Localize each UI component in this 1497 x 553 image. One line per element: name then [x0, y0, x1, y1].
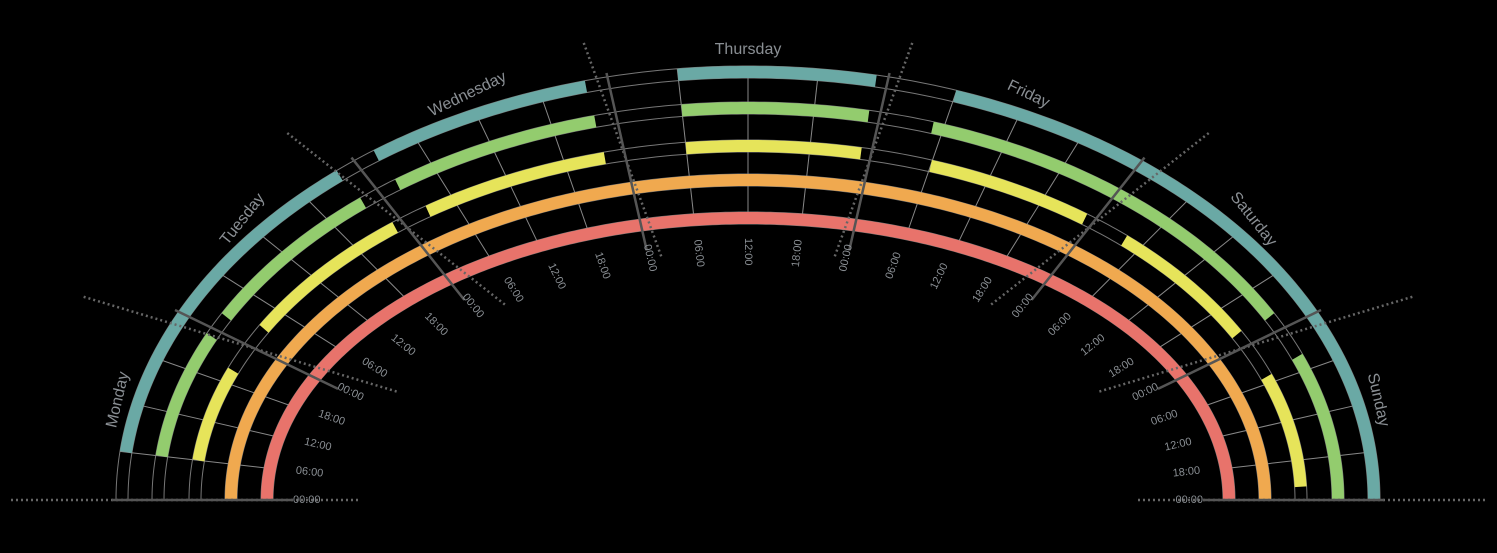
x-tick-label: 12:00 — [742, 238, 754, 266]
day-boundary-solid — [174, 308, 339, 391]
day-boundary-solid — [605, 72, 648, 251]
x-tick-label: 12:00 — [928, 261, 951, 291]
segment — [261, 211, 1235, 501]
x-tick-label: 06:00 — [883, 251, 903, 281]
segment — [120, 170, 343, 454]
day-boundary-solid — [848, 72, 891, 251]
grid-line — [904, 90, 958, 240]
x-tick-label: 18:00 — [790, 239, 805, 268]
segment — [677, 65, 877, 87]
x-tick-label: 06:00 — [501, 275, 526, 305]
x-tick-label: 12:00 — [1163, 436, 1193, 454]
x-tick-label: 18:00 — [422, 310, 450, 338]
segment — [929, 160, 1088, 225]
segment — [373, 80, 588, 161]
x-tick-label: 00:00 — [335, 381, 365, 404]
x-tick-label: 18:00 — [1172, 465, 1201, 480]
x-tick-label: 18:00 — [592, 251, 612, 281]
day-boundary-solid — [350, 156, 466, 301]
x-tick-label: 18:00 — [970, 275, 995, 305]
x-tick-label: 00:00 — [460, 291, 487, 320]
x-tick-label: 06:00 — [295, 465, 324, 480]
x-tick-label: 06:00 — [360, 355, 390, 380]
segment — [259, 222, 399, 333]
x-tick-label: 06:00 — [1149, 408, 1179, 428]
x-tick-label: 00:00 — [293, 494, 321, 506]
segment — [395, 115, 597, 190]
x-tick-label: 12:00 — [1078, 332, 1107, 359]
segment — [685, 139, 862, 160]
segment — [1121, 235, 1242, 339]
x-tick-label: 06:00 — [1046, 310, 1074, 338]
x-tick-label: 00:00 — [641, 243, 659, 273]
segment — [953, 90, 1380, 501]
x-tick-label: 12:00 — [303, 436, 333, 454]
x-tick-label: 18:00 — [1107, 355, 1137, 380]
segment — [225, 173, 1271, 501]
x-tick-label: 00:00 — [1175, 494, 1203, 506]
x-tick-label: 18:00 — [317, 408, 347, 428]
day-boundary — [990, 131, 1211, 306]
day-boundary — [582, 41, 663, 257]
x-tick-label: 12:00 — [545, 261, 568, 291]
day-label: Thursday — [715, 41, 782, 58]
x-tick-label: 00:00 — [837, 243, 855, 273]
segment — [931, 121, 1275, 321]
day-boundary-solid — [1157, 308, 1322, 391]
day-boundary — [833, 41, 914, 257]
x-tick-label: 00:00 — [1130, 381, 1160, 404]
segment — [192, 367, 239, 462]
x-tick-label: 06:00 — [691, 239, 706, 268]
segment — [155, 333, 217, 458]
segment — [425, 152, 606, 217]
day-boundary — [285, 131, 506, 306]
segment — [681, 101, 870, 123]
segment — [1261, 373, 1307, 488]
x-tick-label: 00:00 — [1010, 291, 1037, 320]
x-tick-label: 12:00 — [389, 332, 418, 359]
segment — [221, 197, 367, 321]
day-boundary-solid — [1030, 156, 1146, 301]
segment — [1292, 353, 1344, 501]
